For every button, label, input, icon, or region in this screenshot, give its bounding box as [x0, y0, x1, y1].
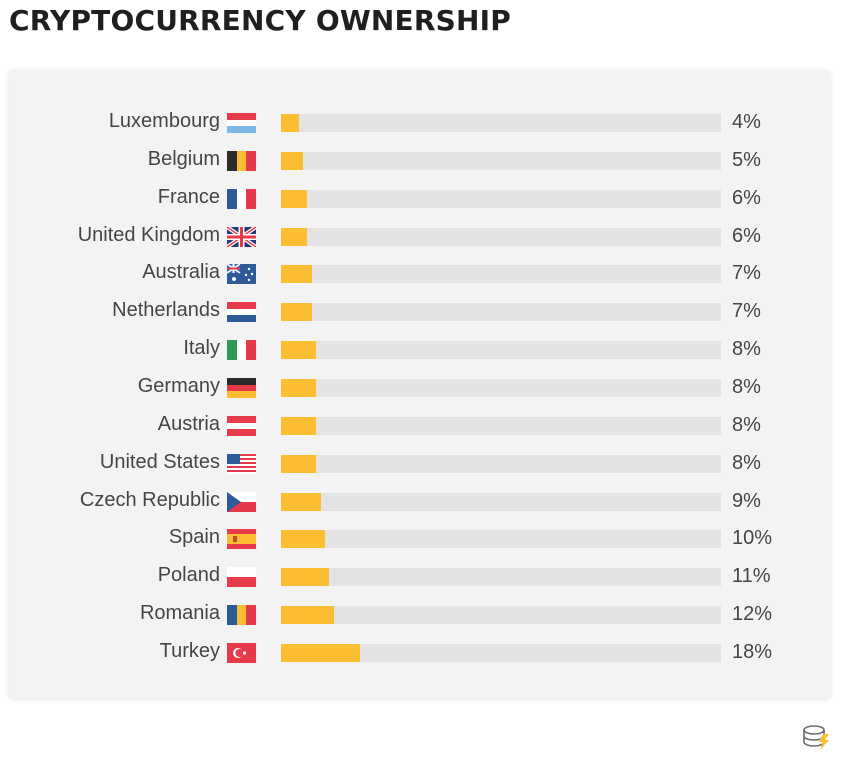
value-label: 5% [732, 148, 761, 171]
bar [281, 265, 312, 284]
value-label: 9% [732, 489, 761, 512]
italy-flag-icon [227, 340, 256, 361]
bar-track [281, 341, 721, 360]
bar-row: United Kingdom 6% [9, 216, 830, 254]
category-label: Turkey [159, 639, 220, 662]
value-label: 12% [732, 603, 773, 626]
category-label: Spain [168, 526, 220, 549]
category-label: Romania [139, 602, 220, 625]
value-label: 4% [732, 111, 761, 133]
bar-row: Austria 8% [9, 405, 830, 443]
australia-flag-icon [227, 264, 256, 285]
bar [281, 568, 330, 587]
bar-track [281, 416, 721, 435]
france-flag-icon [227, 188, 256, 209]
bar-row: United States 8% [9, 443, 830, 481]
bar [281, 454, 317, 473]
bar-row: France 6% [9, 178, 830, 216]
bar [281, 341, 317, 360]
germany-flag-icon [227, 377, 256, 398]
bar [281, 227, 308, 246]
bar-row: Turkey 18% [9, 632, 830, 670]
bar-row: Italy 8% [9, 329, 830, 367]
category-label: Belgium [147, 147, 220, 170]
bar-track [281, 265, 721, 284]
romania-flag-icon [227, 605, 256, 626]
value-label: 6% [732, 224, 761, 247]
category-label: Luxembourg [108, 110, 220, 132]
bar-row: Germany 8% [9, 367, 830, 405]
category-label: Italy [183, 337, 220, 360]
value-label: 11% [732, 565, 771, 588]
bar-row: Romania 12% [9, 594, 830, 632]
bar-row: Belgium 5% [9, 140, 830, 178]
turkey-flag-icon [227, 642, 256, 663]
luxembourg-flag-icon [227, 113, 256, 133]
bar-track [281, 643, 721, 662]
bar-track [281, 151, 721, 170]
bar-track [281, 492, 721, 511]
bar [281, 606, 334, 625]
bar-row: Spain 10% [9, 518, 830, 556]
chart-title: CRYPTOCURRENCY OWNERSHIP [9, 4, 511, 37]
bar-track [281, 568, 721, 587]
value-label: 8% [732, 338, 761, 361]
bar-track [281, 378, 721, 397]
bar [281, 189, 308, 208]
bar [281, 530, 325, 549]
bar-row: Netherlands 7% [9, 291, 830, 329]
bar [281, 114, 299, 132]
bar [281, 151, 303, 170]
bar-row: Poland 11% [9, 556, 830, 594]
bar-track [281, 530, 721, 549]
bar [281, 303, 312, 322]
category-label: Australia [142, 261, 220, 284]
bar [281, 416, 317, 435]
category-label: Germany [137, 374, 220, 397]
bar-track [281, 303, 721, 322]
value-label: 8% [732, 375, 761, 398]
united-states-flag-icon [227, 453, 256, 474]
value-label: 10% [732, 527, 773, 550]
bar-track [281, 189, 721, 208]
category-label: Czech Republic [79, 488, 220, 511]
bar-row: Australia 7% [9, 253, 830, 291]
category-label: Austria [157, 412, 220, 435]
bar-row: Luxembourg 4% [9, 102, 830, 140]
poland-flag-icon [227, 567, 256, 588]
belgium-flag-icon [227, 150, 256, 171]
value-label: 7% [732, 262, 761, 285]
value-label: 8% [732, 451, 761, 474]
bar-track [281, 606, 721, 625]
value-label: 7% [732, 300, 761, 323]
value-label: 6% [732, 186, 761, 209]
category-label: France [157, 185, 220, 208]
austria-flag-icon [227, 415, 256, 436]
united-kingdom-flag-icon [227, 226, 256, 247]
bar [281, 378, 317, 397]
bar [281, 492, 321, 511]
chart-card: Luxembourg 4% Belgium 5% France 6% United King… [9, 70, 830, 698]
bar-track [281, 454, 721, 473]
category-label: Netherlands [112, 299, 220, 322]
category-label: United Kingdom [77, 223, 220, 246]
coin-stack-logo-icon [803, 725, 829, 750]
category-label: Poland [157, 564, 220, 587]
bar [281, 643, 361, 662]
bar-track [281, 114, 721, 132]
netherlands-flag-icon [227, 302, 256, 323]
category-label: United States [99, 450, 220, 473]
value-label: 18% [732, 640, 773, 663]
spain-flag-icon [227, 529, 256, 550]
bar-row: Czech Republic 9% [9, 481, 830, 519]
czech-republic-flag-icon [227, 491, 256, 512]
value-label: 8% [732, 413, 761, 436]
bar-track [281, 227, 721, 246]
